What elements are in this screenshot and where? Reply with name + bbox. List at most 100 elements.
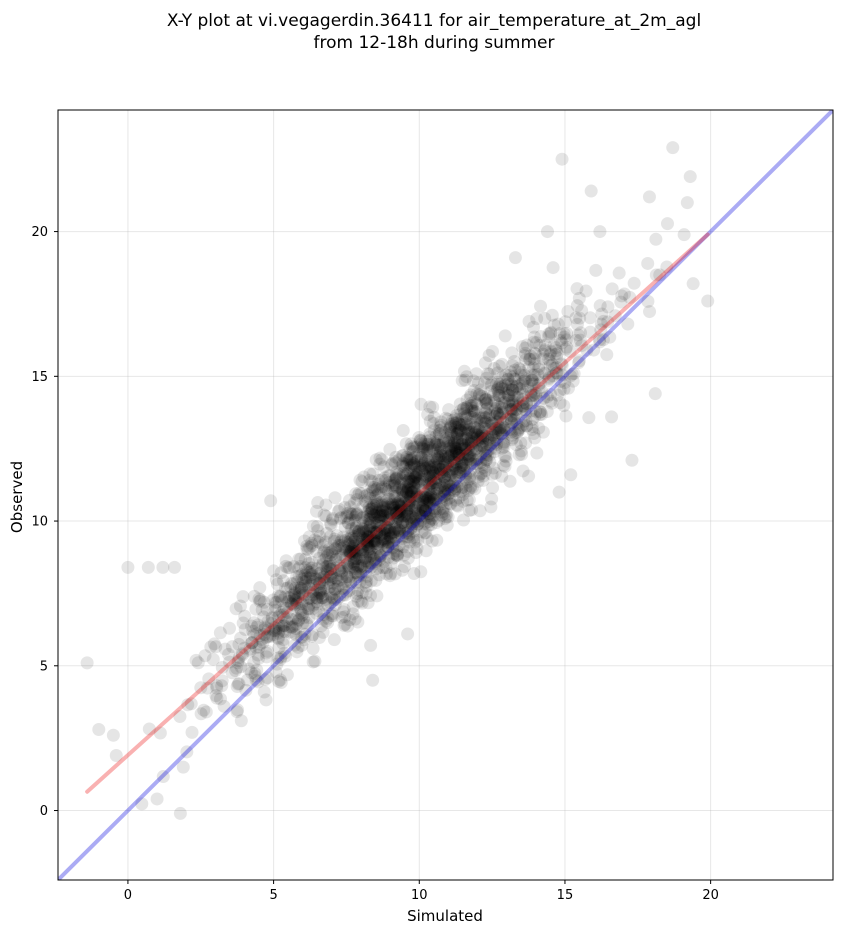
scatter-point [512, 448, 526, 462]
scatter-point [331, 505, 345, 519]
scatter-point [596, 333, 610, 347]
scatter-point [328, 582, 342, 596]
scatter-point [229, 602, 243, 616]
scatter-point [442, 436, 456, 450]
scatter-point [352, 525, 366, 539]
scatter-point [297, 633, 311, 647]
scatter-point [439, 452, 453, 466]
scatter-point [371, 541, 385, 555]
scatter-point [288, 619, 302, 633]
scatter-point [593, 225, 607, 239]
scatter-point [295, 582, 309, 596]
scatter-point [253, 581, 267, 595]
scatter-point [450, 447, 464, 461]
scatter-point [289, 617, 303, 631]
scatter-point [306, 655, 320, 669]
scatter-point [411, 475, 425, 489]
scatter-point [370, 589, 384, 603]
scatter-point [391, 526, 405, 540]
scatter-point [423, 494, 437, 508]
scatter-point [241, 673, 255, 687]
scatter-point [389, 450, 403, 464]
scatter-point [282, 594, 296, 608]
scatter-point [460, 427, 474, 441]
scatter-point [320, 526, 334, 540]
scatter-point [305, 561, 319, 575]
scatter-point [476, 439, 490, 453]
scatter-point [487, 388, 501, 402]
scatter-point [448, 440, 462, 454]
scatter-point [482, 449, 496, 463]
scatter-point [580, 343, 594, 357]
scatter-point [536, 347, 550, 361]
scatter-point [538, 366, 552, 380]
scatter-point [335, 569, 349, 583]
scatter-point [547, 361, 561, 375]
scatter-point [392, 453, 406, 467]
scatter-point [204, 640, 218, 654]
scatter-point [471, 474, 485, 488]
scatter-point [303, 571, 317, 585]
scatter-point [310, 583, 324, 597]
scatter-point [266, 628, 280, 642]
scatter-point [536, 352, 550, 366]
scatter-point [395, 449, 409, 463]
scatter-point [561, 381, 575, 395]
scatter-point [483, 455, 497, 469]
scatter-point [398, 509, 412, 523]
scatter-point [459, 416, 473, 430]
scatter-point [356, 553, 370, 567]
scatter-point [415, 509, 429, 523]
scatter-point [215, 674, 229, 688]
y-tick-label: 15 [31, 370, 48, 385]
scatter-point [323, 555, 337, 569]
scatter-point [351, 559, 365, 573]
scatter-point [474, 383, 488, 397]
scatter-point [449, 470, 463, 484]
scatter-point [527, 330, 541, 344]
scatter-point [383, 569, 397, 583]
scatter-point [410, 488, 424, 502]
scatter-point [376, 504, 390, 518]
scatter-point [554, 357, 568, 371]
scatter-point [433, 427, 447, 441]
scatter-point [533, 407, 547, 421]
scatter-point [445, 465, 459, 479]
scatter-point [422, 465, 436, 479]
scatter-point [508, 363, 522, 377]
scatter-point [261, 614, 275, 628]
scatter-point [440, 492, 454, 506]
scatter-point [378, 523, 392, 537]
x-tick-label: 10 [411, 888, 428, 903]
scatter-point [508, 413, 522, 427]
scatter-point [535, 407, 549, 421]
scatter-point [444, 444, 458, 458]
scatter-point [443, 486, 457, 500]
scatter-point [439, 510, 453, 524]
scatter-point [525, 373, 539, 387]
scatter-point [547, 338, 561, 352]
scatter-point [390, 512, 404, 526]
scatter-point [369, 502, 383, 516]
scatter-point [359, 586, 373, 600]
scatter-point [287, 626, 301, 640]
scatter-point [480, 397, 494, 411]
scatter-point [279, 559, 293, 573]
scatter-point [462, 423, 476, 437]
scatter-point [400, 475, 414, 489]
scatter-point [417, 439, 431, 453]
scatter-point [490, 377, 504, 391]
scatter-point [400, 451, 414, 465]
scatter-point [479, 402, 493, 416]
scatter-point [362, 533, 376, 547]
scatter-point [403, 490, 417, 504]
scatter-point [309, 572, 323, 586]
scatter-point [363, 556, 377, 570]
scatter-point [433, 478, 447, 492]
scatter-point [436, 505, 450, 519]
scatter-point [498, 329, 512, 343]
scatter-point [493, 407, 507, 421]
scatter-point [467, 407, 481, 421]
scatter-point [391, 509, 405, 523]
